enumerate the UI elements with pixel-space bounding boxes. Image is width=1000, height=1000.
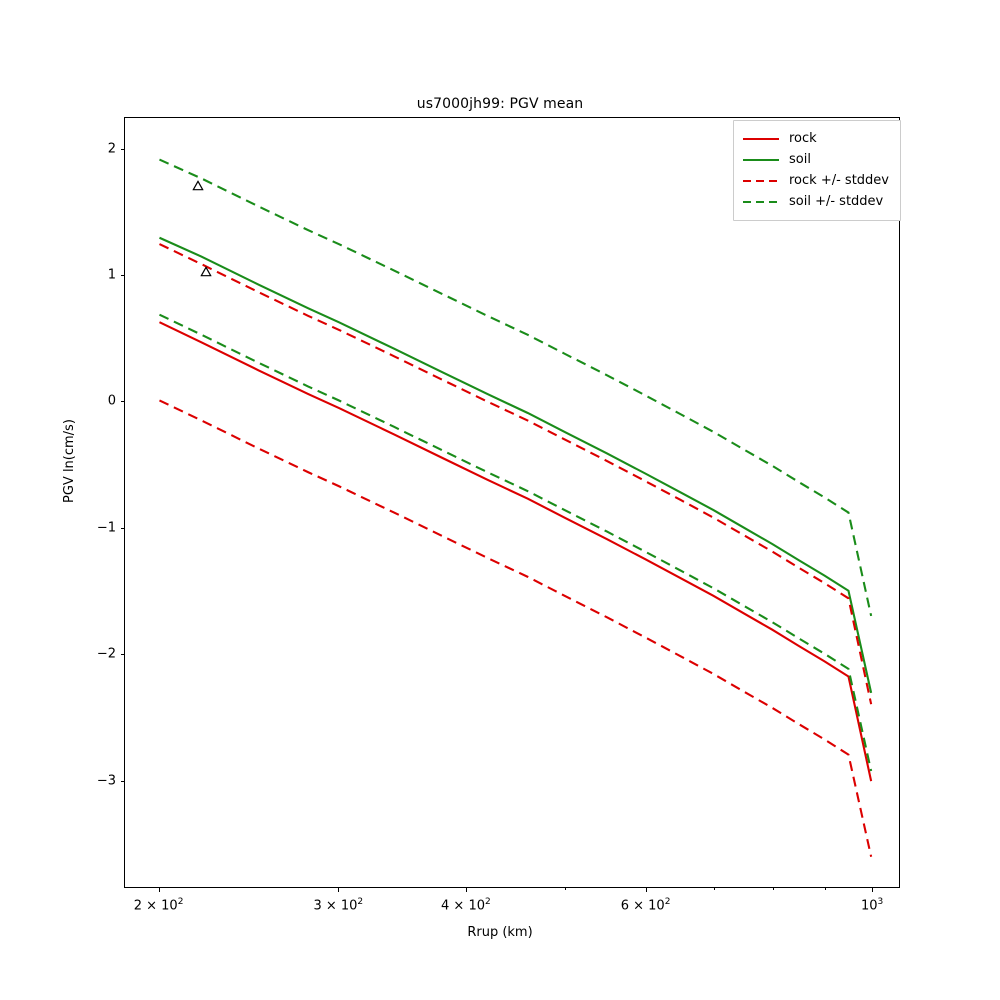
legend-swatch-soil-stddev-icon bbox=[742, 196, 780, 208]
legend-box: rock soil rock +/- stddev soil +/- stddev bbox=[733, 120, 901, 221]
x-tick-mark-2 bbox=[465, 888, 467, 892]
y-tick-label-1: 1 bbox=[107, 267, 116, 283]
x-tick-mark-4 bbox=[872, 888, 874, 892]
x-axis-label: Rrup (km) bbox=[467, 925, 533, 940]
x-tick-mark-1 bbox=[338, 888, 340, 892]
legend-label-rock-stddev: rock +/- stddev bbox=[789, 173, 889, 188]
x-tick-mark-minor-3 bbox=[825, 888, 827, 890]
data-curves bbox=[159, 158, 873, 857]
chart-title: us7000jh99: PGV mean bbox=[416, 96, 584, 112]
y-tick-mark-3 bbox=[120, 527, 124, 529]
legend-label-soil: soil bbox=[789, 152, 811, 167]
y-tick-mark-0 bbox=[120, 148, 124, 150]
y-tick-mark-1 bbox=[120, 275, 124, 276]
legend-item-rock[interactable]: rock bbox=[742, 128, 892, 149]
legend-swatch-rock-icon bbox=[742, 133, 780, 145]
x-tick-mark-minor-2 bbox=[773, 888, 775, 890]
legend-item-soil[interactable]: soil bbox=[742, 149, 892, 170]
curve-rock-stddev-upper bbox=[159, 243, 873, 705]
plot-area bbox=[124, 117, 900, 888]
curve-soil-stddev-upper bbox=[159, 158, 873, 617]
legend-item-soil-stddev[interactable]: soil +/- stddev bbox=[742, 191, 892, 212]
legend-item-rock-stddev[interactable]: rock +/- stddev bbox=[742, 170, 892, 191]
y-tick-label-5: −3 bbox=[96, 773, 116, 789]
x-tick-mark-3 bbox=[645, 888, 647, 892]
station-observation-2 bbox=[200, 261, 212, 280]
curve-soil bbox=[159, 236, 873, 694]
x-tick-mark-minor-0 bbox=[564, 888, 566, 890]
curve-rock-stddev-lower bbox=[159, 399, 873, 857]
x-tick-mark-0 bbox=[158, 888, 160, 892]
legend-label-soil-stddev: soil +/- stddev bbox=[789, 194, 884, 209]
x-tick-mark-minor-1 bbox=[714, 888, 715, 890]
x-tick-label-1: 3 × 102 bbox=[313, 897, 364, 914]
y-tick-label-2: 0 bbox=[107, 393, 116, 409]
x-tick-label-0: 2 × 102 bbox=[133, 897, 184, 914]
y-tick-label-4: −2 bbox=[96, 646, 116, 662]
x-tick-label-2: 4 × 102 bbox=[441, 897, 491, 914]
station-observation-1 bbox=[192, 176, 204, 195]
legend-swatch-soil-icon bbox=[742, 154, 780, 166]
y-tick-label-3: −1 bbox=[96, 520, 116, 536]
y-tick-label-0: 2 bbox=[107, 141, 116, 157]
y-tick-mark-4 bbox=[120, 654, 124, 656]
curve-rock bbox=[159, 321, 873, 782]
y-tick-mark-5 bbox=[120, 780, 124, 782]
legend-swatch-rock-stddev-icon bbox=[742, 175, 780, 187]
y-tick-mark-2 bbox=[120, 401, 124, 403]
x-tick-label-4: 103 bbox=[860, 897, 884, 914]
legend-label-rock: rock bbox=[789, 131, 817, 146]
y-axis-label: PGV ln(cm/s) bbox=[62, 419, 77, 503]
x-tick-label-3: 6 × 102 bbox=[620, 897, 671, 914]
